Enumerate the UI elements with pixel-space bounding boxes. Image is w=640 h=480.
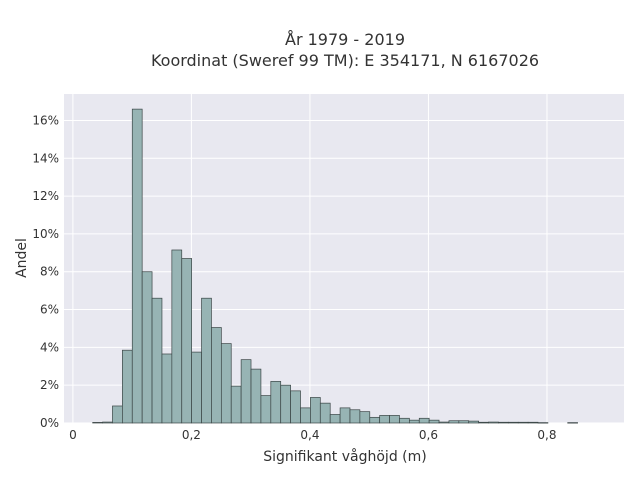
y-tick-label: 2% [40, 378, 59, 392]
histogram-bar [349, 409, 361, 424]
histogram-bar [517, 421, 529, 424]
histogram-bar [181, 258, 192, 424]
x-tick-label: 0,2 [182, 428, 201, 442]
histogram-bar [399, 417, 410, 424]
histogram-bar [507, 421, 519, 424]
histogram-bar [141, 271, 153, 424]
histogram-bar [240, 359, 252, 424]
histogram-bar [329, 414, 341, 424]
x-tick-label: 0,8 [537, 428, 556, 442]
x-axis-ticks: 0 0,2 0,4 0,6 0,8 [69, 428, 556, 442]
histogram-bar [92, 422, 103, 424]
x-axis-title: Signifikant våghöjd (m) [263, 448, 426, 465]
histogram-bar [359, 411, 371, 424]
histogram-bar [230, 385, 242, 424]
x-tick-label: 0,4 [300, 428, 319, 442]
histogram-bar [567, 422, 578, 424]
y-tick-label: 6% [40, 303, 59, 317]
histogram-bar [438, 421, 450, 424]
y-tick-label: 8% [40, 265, 59, 279]
histogram-bar [428, 419, 440, 424]
histogram-bar [389, 415, 400, 424]
histogram-bar [300, 407, 311, 424]
bars-layer [92, 108, 578, 424]
histogram-bar [131, 108, 143, 424]
histogram-bar [339, 407, 351, 424]
histogram-bar [458, 420, 470, 424]
histogram-bar [290, 390, 301, 424]
histogram-bar [498, 421, 509, 424]
histogram-bar [220, 343, 232, 424]
histogram-bar [310, 397, 321, 424]
histogram-bar [488, 421, 499, 424]
histogram-bar [260, 395, 272, 424]
histogram-bar [270, 381, 282, 424]
chart-title-line1: År 1979 - 2019 [285, 30, 405, 49]
histogram-bar [151, 297, 163, 424]
y-tick-label: 14% [32, 151, 59, 165]
histogram-bar [280, 384, 291, 424]
y-axis-ticks: 0% 2% 4% 6% 8% 10% 12% 14% 16% [32, 113, 59, 430]
histogram-bar [102, 421, 113, 424]
histogram-bar [112, 405, 123, 424]
histogram-bar [161, 353, 173, 424]
histogram-bar [250, 368, 262, 424]
histogram-bar [527, 421, 539, 424]
y-tick-label: 10% [32, 227, 59, 241]
chart-title-line2: Koordinat (Sweref 99 TM): E 354171, N 61… [151, 51, 539, 70]
histogram-bar [319, 402, 331, 424]
x-tick-label: 0 [69, 428, 77, 442]
histogram-bar [468, 420, 479, 424]
y-tick-label: 4% [40, 340, 59, 354]
y-axis-title: Andel [14, 238, 30, 278]
y-tick-label: 16% [32, 113, 59, 127]
histogram-bar [191, 351, 202, 424]
y-tick-label: 0% [40, 416, 59, 430]
histogram-bar [418, 417, 430, 424]
histogram-bar [409, 419, 420, 424]
histogram-bar [448, 420, 460, 424]
histogram-bar [478, 421, 489, 424]
histogram-bar [537, 422, 549, 424]
histogram-bar [211, 327, 222, 424]
y-tick-label: 12% [32, 189, 59, 203]
histogram-bar [122, 349, 133, 424]
histogram-bar [171, 249, 183, 424]
x-tick-label: 0,6 [419, 428, 438, 442]
histogram-bar [369, 416, 381, 424]
histogram-bar [379, 415, 390, 424]
histogram-bar [201, 297, 212, 424]
